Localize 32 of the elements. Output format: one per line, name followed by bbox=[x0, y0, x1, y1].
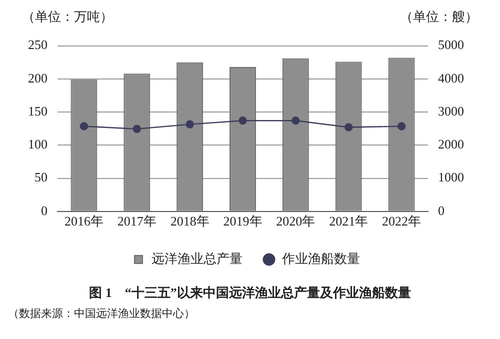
y-tick-label: 50 bbox=[34, 170, 48, 185]
y2-axis-title: （单位：艘） bbox=[400, 8, 478, 26]
point bbox=[397, 122, 406, 130]
point bbox=[186, 120, 194, 128]
legend-label: 作业渔船数量 bbox=[281, 250, 360, 266]
x-tick-label: 2019年 bbox=[223, 214, 262, 229]
y2-tick-label: 5000 bbox=[438, 37, 464, 52]
point bbox=[132, 124, 141, 134]
y2-tick-label: 0 bbox=[438, 202, 444, 218]
y-tick-label: 0 bbox=[41, 202, 48, 218]
point bbox=[292, 116, 300, 125]
point bbox=[80, 122, 88, 130]
y-tick-label: 150 bbox=[28, 103, 48, 118]
y-tick-label: 100 bbox=[28, 136, 48, 152]
y2-tick-label: 4000 bbox=[438, 70, 464, 86]
y-tick-label: 250 bbox=[28, 37, 48, 52]
y-tick-label: 200 bbox=[28, 70, 48, 86]
legend-label: 远洋渔业总产量 bbox=[152, 250, 242, 266]
text: 图 1 “十三五”以来中国远洋渔业总产量及作业渔船数量 bbox=[88, 284, 412, 302]
x-tick-label: 2018年 bbox=[170, 214, 210, 229]
y2-tick-label: 3000 bbox=[438, 103, 464, 118]
point bbox=[344, 123, 353, 132]
text: （数据来源：中国远洋渔业数据中心） bbox=[8, 306, 196, 321]
x-tick-label: 2022年 bbox=[382, 214, 422, 229]
x-tick-label: 2016年 bbox=[64, 214, 104, 229]
y2-tick-label: 2000 bbox=[438, 136, 464, 152]
x-tick-label: 2017年 bbox=[117, 214, 156, 229]
point bbox=[238, 116, 247, 125]
y2-tick-label: 1000 bbox=[438, 170, 464, 185]
y-axis-title: （单位：万吨） bbox=[22, 8, 113, 26]
x-tick-label: 2020年 bbox=[276, 214, 316, 229]
x-tick-label: 2021年 bbox=[329, 214, 368, 229]
